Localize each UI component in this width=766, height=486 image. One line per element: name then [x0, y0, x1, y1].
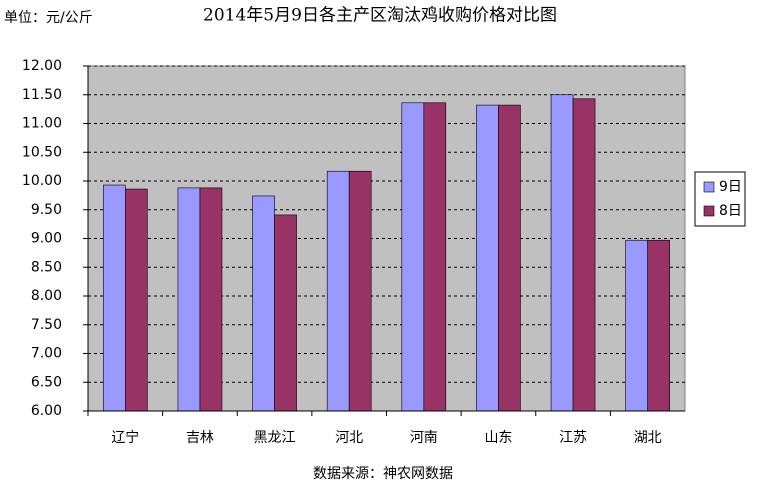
x-tick-label: 河北	[335, 430, 363, 446]
x-tick-label: 江苏	[559, 430, 587, 446]
bar	[498, 104, 521, 412]
bar	[572, 98, 596, 412]
unit-label: 单位：元/公斤	[4, 10, 93, 26]
x-tick-label: 湖北	[634, 430, 662, 446]
y-tick-label: 12.00	[22, 58, 62, 74]
bar	[550, 94, 574, 412]
bar	[348, 170, 372, 412]
y-tick-label: 10.50	[22, 144, 62, 160]
y-tick-label: 6.50	[31, 374, 62, 390]
x-tick-label: 河南	[410, 430, 438, 446]
y-tick-label: 11.50	[22, 87, 62, 103]
legend-swatch	[703, 181, 715, 193]
y-tick-label: 10.00	[22, 173, 62, 189]
plot-area	[87, 65, 686, 412]
y-tick-label: 9.50	[31, 202, 62, 218]
chart-title: 2014年5月9日各主产区淘汰鸡收购价格对比图	[203, 6, 557, 26]
x-tick-label: 辽宁	[111, 429, 139, 446]
legend-box	[694, 171, 746, 227]
x-tick-label: 山东	[484, 430, 512, 446]
bar	[625, 239, 648, 412]
legend-label: 9日	[719, 179, 742, 195]
bar	[401, 102, 425, 412]
bar	[177, 187, 201, 412]
bar	[199, 187, 223, 412]
y-tick-label: 7.50	[31, 317, 62, 333]
y-tick-label: 11.00	[22, 116, 62, 132]
bar	[274, 214, 297, 412]
x-tick-label: 黑龙江	[254, 430, 296, 446]
y-tick-label: 6.00	[31, 403, 62, 419]
bar	[647, 239, 670, 412]
y-tick-label: 8.50	[31, 259, 62, 275]
bar	[252, 195, 275, 412]
y-tick-label: 9.00	[31, 231, 62, 247]
bar	[476, 104, 499, 412]
x-tick-label: 吉林	[186, 430, 214, 446]
bar	[326, 170, 350, 412]
bar	[103, 184, 126, 412]
y-tick-label: 8.00	[31, 288, 62, 304]
legend-label: 8日	[719, 203, 742, 219]
legend-swatch	[703, 205, 715, 217]
y-tick-label: 7.00	[31, 346, 62, 362]
source: 数据来源：神农网数据	[313, 466, 453, 482]
bar	[423, 102, 447, 412]
bar	[125, 188, 148, 412]
